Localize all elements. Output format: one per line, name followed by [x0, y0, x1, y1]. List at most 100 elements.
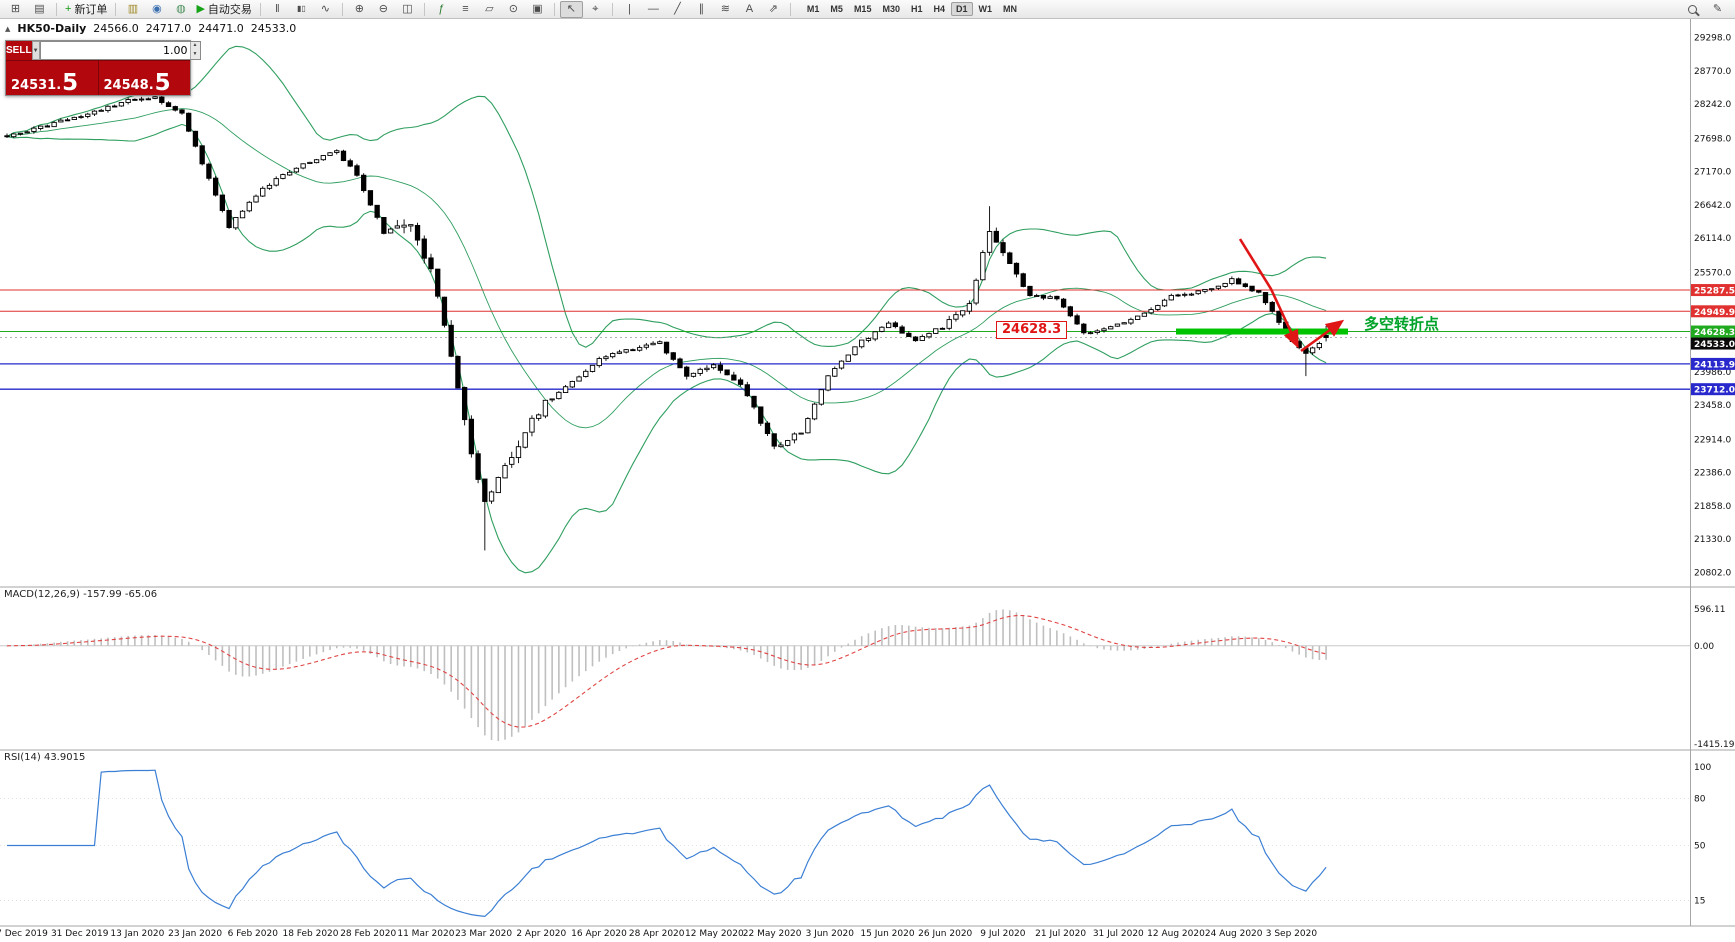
svg-text:26642.0: 26642.0 [1694, 201, 1731, 211]
timeframe-h4-button[interactable]: H4 [933, 4, 945, 14]
price-annotation-label[interactable]: 24628.3 [996, 321, 1068, 339]
horizontal-line-icon[interactable]: ― [642, 1, 665, 18]
toolbar-separator [423, 2, 425, 16]
zoom-in-icon-glyph: ⊕ [354, 2, 365, 15]
price-axis: 29298.0 28770.0 28242.0 27698.0 27170.0 26642… [1691, 34, 1735, 578]
crosshair-icon[interactable]: ⌖ [584, 1, 607, 18]
price-divider [97, 61, 99, 95]
chart-low-value: 24471.0 [198, 22, 244, 35]
market-watch-icon[interactable]: ▥ [121, 1, 144, 18]
timeframe-mn-button[interactable]: MN [1003, 4, 1018, 14]
volume-input[interactable] [40, 42, 190, 59]
tile-windows-icon[interactable]: ◫ [396, 1, 419, 18]
templates-icon-glyph: ▣ [532, 2, 543, 15]
line-chart-icon-glyph: ∿ [320, 2, 331, 15]
arrows-icon[interactable]: ⇗ [762, 1, 785, 18]
new-order-button[interactable]: + 新订单 [62, 1, 110, 18]
fibonacci-icon[interactable]: ≋ [714, 1, 737, 18]
toolbar-separator [115, 2, 117, 16]
profiles-icon[interactable]: ▤ [28, 1, 51, 18]
svg-text:12 Aug 2020: 12 Aug 2020 [1147, 929, 1205, 939]
sell-price[interactable]: 24531. 5 [6, 61, 98, 95]
svg-text:3 Sep 2020: 3 Sep 2020 [1266, 929, 1318, 939]
candlestick-chart-icon-glyph: ▮▯ [297, 4, 306, 13]
support-zone[interactable] [1176, 328, 1348, 335]
svg-text:80: 80 [1694, 794, 1706, 804]
buy-price[interactable]: 24548. 5 [99, 61, 191, 95]
svg-text:22386.0: 22386.0 [1694, 469, 1731, 479]
volume-dropdown[interactable]: ▼ [31, 41, 40, 60]
vertical-line-icon[interactable]: | [618, 1, 641, 18]
one-click-toggle-icon[interactable]: ▲ [5, 24, 11, 33]
svg-text:15: 15 [1694, 896, 1705, 906]
objects-icon[interactable]: ▱ [478, 1, 501, 18]
svg-text:16 Apr 2020: 16 Apr 2020 [571, 929, 627, 939]
timeframe-m30-button[interactable]: M30 [882, 4, 900, 14]
bar-chart-icon-glyph: ‖ [275, 2, 280, 15]
edit-icon-glyph: ✎ [1712, 2, 1723, 15]
toolbar-left: ⊞ ▤ + 新订单 ▥ ◉ ◍ ▶ 自动交易 ‖ ▮▯ ∿ ⊕ ⊖ ◫ ƒ ≡ ▱ ⊙ ▣ ↖ ⌖ | ― ╱ ∥ ≋ A ⇗ M1 M5 M… [4, 0, 1022, 18]
chart-window: 29298.0 28770.0 28242.0 27698.0 27170.0 26642… [0, 19, 1735, 942]
navigator-icon[interactable]: ◍ [169, 1, 192, 18]
svg-text:20802.0: 20802.0 [1694, 568, 1731, 578]
community-icon[interactable]: ◉ [145, 1, 168, 18]
line-chart-icon[interactable]: ∿ [314, 1, 337, 18]
zoom-in-icon[interactable]: ⊕ [348, 1, 371, 18]
timeframe-w1-button[interactable]: W1 [978, 4, 993, 14]
svg-text:24949.9: 24949.9 [1694, 308, 1735, 318]
autotrading-button-glyph: ▶ [196, 2, 205, 15]
horizontal-lines [0, 289, 1690, 390]
toolbar-separator [341, 2, 343, 16]
timeframe-m1-button[interactable]: M1 [806, 4, 820, 14]
text-icon[interactable]: A [738, 1, 761, 18]
channel-icon[interactable]: ∥ [690, 1, 713, 18]
svg-text:24628.3: 24628.3 [1694, 328, 1735, 338]
period-icon[interactable]: ⊙ [502, 1, 525, 18]
svg-text:21330.0: 21330.0 [1694, 535, 1731, 545]
templates-icon[interactable]: ▣ [526, 1, 549, 18]
candlestick-chart-icon[interactable]: ▮▯ [290, 1, 313, 18]
bollinger-bands [6, 45, 1327, 574]
zoom-out-icon[interactable]: ⊖ [372, 1, 395, 18]
svg-text:15 Jun 2020: 15 Jun 2020 [860, 929, 914, 939]
timeframe-m5-button[interactable]: M5 [830, 4, 843, 14]
chart-canvas[interactable]: 29298.0 28770.0 28242.0 27698.0 27170.0 26642… [0, 19, 1735, 942]
horizontal-line-icon-glyph: ― [647, 2, 659, 15]
one-click-trading-panel: SELL ▼ ▲ ▼ BUY 24531. 5 24548 [5, 40, 222, 96]
volume-decrement-button[interactable]: ▼ [189, 50, 200, 59]
trendline-icon-glyph: ╱ [674, 2, 681, 15]
buy-button[interactable]: BUY [200, 45, 222, 56]
timeframe-m15-button[interactable]: M15 [853, 4, 872, 14]
indicators-icon[interactable]: ƒ [430, 1, 453, 18]
arrows-icon-glyph: ⇗ [768, 2, 779, 15]
objects-icon-glyph: ▱ [485, 2, 494, 15]
indicator-windows-icon[interactable]: ≡ [454, 1, 477, 18]
new-order-button-label: 新订单 [74, 4, 108, 16]
edit-icon[interactable]: ✎ [1706, 1, 1729, 18]
cursor-icon[interactable]: ↖ [559, 0, 583, 18]
sell-button[interactable]: SELL [6, 45, 32, 56]
new-chart-icon[interactable]: ⊞ [4, 1, 27, 18]
autotrading-button[interactable]: ▶ 自动交易 [193, 1, 254, 18]
autotrading-button-label: 自动交易 [207, 4, 252, 16]
candles [4, 89, 1329, 551]
svg-text:24113.9: 24113.9 [1694, 360, 1735, 370]
macd-signal-line [6, 615, 1327, 728]
bar-chart-icon[interactable]: ‖ [266, 1, 289, 18]
search-icon[interactable] [1681, 1, 1704, 18]
svg-text:23458.0: 23458.0 [1694, 401, 1731, 411]
macd-indicator-label: MACD(12,26,9) -157.99 -65.06 [4, 589, 158, 600]
timeframe-d1-button[interactable]: D1 [951, 2, 973, 16]
svg-text:28 Feb 2020: 28 Feb 2020 [340, 929, 396, 939]
chart-open-value: 24566.0 [93, 22, 139, 35]
volume-increment-button[interactable]: ▲ [189, 42, 200, 51]
timeframe-group: M1 M5 M15 M30 H1 H4 D1 W1 MN [802, 2, 1022, 16]
svg-text:26 Jun 2020: 26 Jun 2020 [918, 929, 972, 939]
trendline-icon[interactable]: ╱ [666, 1, 689, 18]
svg-text:21858.0: 21858.0 [1694, 502, 1731, 512]
toolbar: ⊞ ▤ + 新订单 ▥ ◉ ◍ ▶ 自动交易 ‖ ▮▯ ∿ ⊕ ⊖ ◫ ƒ ≡ ▱ ⊙ ▣ ↖ ⌖ | ― ╱ ∥ ≋ A ⇗ M1 M5 M… [0, 0, 1735, 19]
volume-field: ▲ ▼ [39, 41, 201, 60]
svg-text:50: 50 [1694, 842, 1706, 852]
timeframe-h1-button[interactable]: H1 [910, 4, 923, 14]
toolbar-right: ✎ [1681, 1, 1731, 18]
